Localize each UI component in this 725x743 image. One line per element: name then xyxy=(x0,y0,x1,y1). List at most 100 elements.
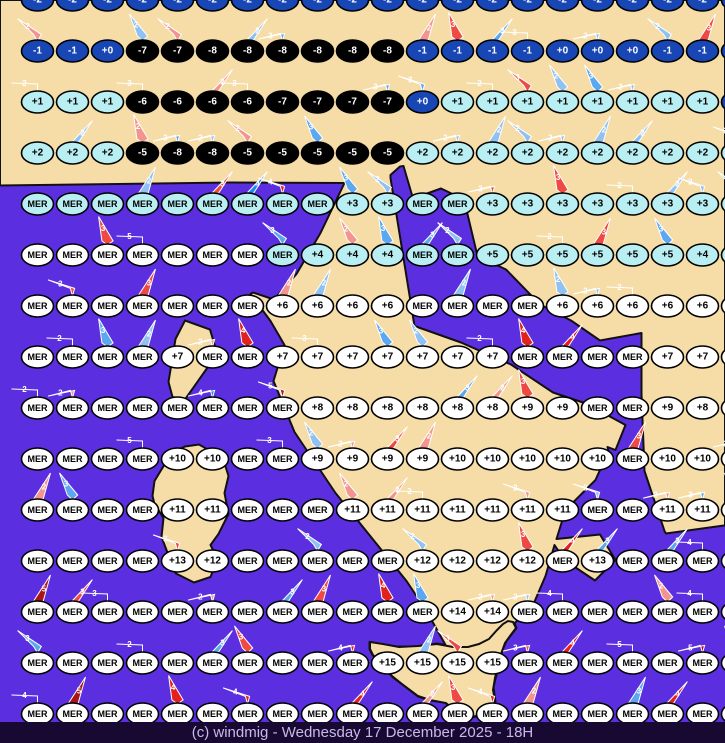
svg-text:2: 2 xyxy=(556,275,561,284)
svg-text:3: 3 xyxy=(513,644,518,653)
svg-text:2: 2 xyxy=(22,79,27,88)
svg-text:-7: -7 xyxy=(313,97,322,108)
svg-text:+0: +0 xyxy=(627,46,639,57)
svg-text:MER: MER xyxy=(168,607,189,617)
svg-text:3: 3 xyxy=(309,123,314,132)
svg-text:2: 2 xyxy=(375,175,380,184)
svg-text:2: 2 xyxy=(462,279,467,288)
svg-text:+7: +7 xyxy=(487,352,499,363)
svg-text:4: 4 xyxy=(547,589,552,598)
svg-text:MER: MER xyxy=(413,250,434,260)
svg-text:+2: +2 xyxy=(417,148,429,159)
svg-text:4: 4 xyxy=(22,691,27,700)
svg-text:MER: MER xyxy=(238,301,259,311)
svg-text:MER: MER xyxy=(238,454,259,464)
svg-text:MER: MER xyxy=(98,454,119,464)
svg-text:MER: MER xyxy=(133,199,154,209)
svg-text:+8: +8 xyxy=(697,403,709,414)
svg-text:3: 3 xyxy=(232,79,237,88)
svg-text:3: 3 xyxy=(605,537,610,546)
svg-text:+9: +9 xyxy=(382,454,394,465)
svg-text:-2: -2 xyxy=(523,0,532,6)
svg-text:MER: MER xyxy=(238,607,259,617)
svg-text:MER: MER xyxy=(238,199,259,209)
svg-text:+7: +7 xyxy=(452,352,464,363)
svg-text:MER: MER xyxy=(413,199,434,209)
svg-text:MER: MER xyxy=(133,709,154,719)
svg-text:+6: +6 xyxy=(277,301,289,312)
svg-text:2: 2 xyxy=(220,78,225,87)
svg-text:4: 4 xyxy=(521,326,526,335)
svg-text:MER: MER xyxy=(273,403,294,413)
svg-text:4: 4 xyxy=(570,333,575,342)
svg-text:-5: -5 xyxy=(138,148,147,159)
svg-text:+6: +6 xyxy=(627,301,639,312)
svg-text:MER: MER xyxy=(588,505,609,515)
svg-text:2: 2 xyxy=(322,279,327,288)
svg-text:MER: MER xyxy=(168,658,189,668)
svg-text:+9: +9 xyxy=(522,403,534,414)
svg-text:+1: +1 xyxy=(32,97,44,108)
svg-text:3: 3 xyxy=(101,326,106,335)
svg-text:-8: -8 xyxy=(383,46,392,57)
svg-text:3: 3 xyxy=(512,28,517,37)
svg-text:+2: +2 xyxy=(592,148,604,159)
svg-text:MER: MER xyxy=(133,556,154,566)
svg-text:+1: +1 xyxy=(522,97,534,108)
svg-text:MER: MER xyxy=(28,199,49,209)
svg-text:MER: MER xyxy=(168,301,189,311)
svg-text:MER: MER xyxy=(238,556,259,566)
svg-text:MER: MER xyxy=(308,658,329,668)
svg-text:MER: MER xyxy=(623,505,644,515)
svg-text:MER: MER xyxy=(63,556,84,566)
svg-text:+2: +2 xyxy=(487,148,499,159)
svg-text:MER: MER xyxy=(63,403,84,413)
svg-text:3: 3 xyxy=(163,134,168,143)
svg-text:+0: +0 xyxy=(557,46,569,57)
svg-text:+4: +4 xyxy=(697,250,709,261)
svg-text:MER: MER xyxy=(588,607,609,617)
svg-text:2: 2 xyxy=(554,72,559,81)
svg-text:5: 5 xyxy=(77,687,82,696)
svg-text:+10: +10 xyxy=(694,454,711,465)
svg-text:+7: +7 xyxy=(347,352,359,363)
svg-text:+8: +8 xyxy=(487,403,499,414)
svg-text:MER: MER xyxy=(133,658,154,668)
svg-text:MER: MER xyxy=(623,709,644,719)
svg-text:+11: +11 xyxy=(449,505,466,516)
svg-text:5: 5 xyxy=(688,644,693,653)
svg-text:5: 5 xyxy=(127,232,132,241)
svg-text:3: 3 xyxy=(445,634,450,643)
svg-text:2: 2 xyxy=(655,22,660,31)
svg-text:3: 3 xyxy=(373,83,378,92)
svg-text:-5: -5 xyxy=(348,148,357,159)
svg-text:MER: MER xyxy=(28,709,49,719)
svg-text:5: 5 xyxy=(42,585,47,594)
svg-text:MER: MER xyxy=(238,505,259,515)
svg-text:3: 3 xyxy=(270,226,275,235)
svg-text:2: 2 xyxy=(198,593,203,602)
svg-text:+6: +6 xyxy=(557,301,569,312)
svg-text:2: 2 xyxy=(198,338,203,347)
svg-text:+4: +4 xyxy=(382,250,394,261)
svg-text:+3: +3 xyxy=(382,199,394,210)
svg-text:MER: MER xyxy=(553,709,574,719)
svg-text:MER: MER xyxy=(238,250,259,260)
svg-text:MER: MER xyxy=(378,607,399,617)
svg-text:-2: -2 xyxy=(383,0,392,6)
svg-text:2: 2 xyxy=(395,486,400,495)
svg-text:MER: MER xyxy=(28,607,49,617)
svg-text:2: 2 xyxy=(547,232,552,241)
svg-text:MER: MER xyxy=(203,709,224,719)
svg-text:+8: +8 xyxy=(452,403,464,414)
svg-text:MER: MER xyxy=(98,505,119,515)
svg-text:+12: +12 xyxy=(414,556,431,567)
svg-text:+3: +3 xyxy=(662,199,674,210)
svg-text:+5: +5 xyxy=(627,250,639,261)
svg-text:MER: MER xyxy=(483,301,504,311)
svg-text:2: 2 xyxy=(513,593,518,602)
svg-text:+3: +3 xyxy=(627,199,639,210)
svg-text:+15: +15 xyxy=(449,658,466,669)
svg-text:MER: MER xyxy=(203,658,224,668)
svg-text:+9: +9 xyxy=(347,454,359,465)
